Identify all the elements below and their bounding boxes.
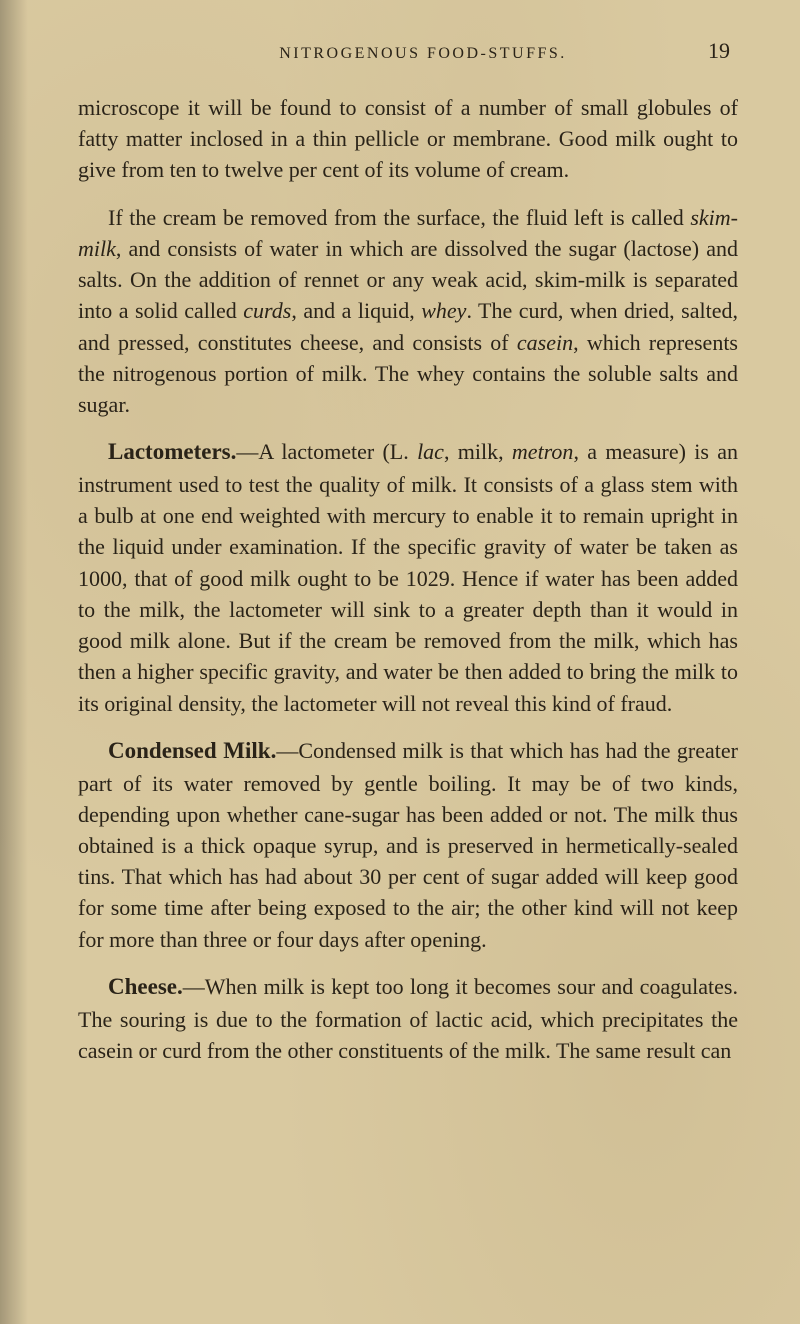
term-whey: whey	[421, 298, 466, 323]
p3-text-b: , milk,	[444, 439, 512, 464]
paragraph-3-lactometers: Lactometers.—A lactometer (L. lac, milk,…	[78, 436, 738, 719]
term-metron: metron	[512, 439, 574, 464]
paragraph-2: If the cream be removed from the surface…	[78, 202, 738, 421]
page-header: NITROGENOUS FOOD-STUFFS. 19	[78, 38, 738, 64]
p2-text-a: If the cream be removed from the surface…	[108, 205, 690, 230]
term-curds: curds	[243, 298, 291, 323]
p2-text-c: , and a liquid,	[291, 298, 421, 323]
term-lac: lac	[417, 439, 444, 464]
heading-cheese: Cheese.	[108, 974, 183, 999]
paragraph-1: microscope it will be found to consist o…	[78, 92, 738, 186]
p3-text-a: —A lactometer (L.	[236, 439, 417, 464]
term-casein: casein	[517, 330, 573, 355]
page-container: NITROGENOUS FOOD-STUFFS. 19 microscope i…	[0, 0, 800, 1122]
heading-lactometers: Lactometers.	[108, 439, 236, 464]
paragraph-5-cheese: Cheese.—When milk is kept too long it be…	[78, 971, 738, 1066]
heading-condensed-milk: Condensed Milk.	[108, 738, 276, 763]
p3-text-c: , a measure) is an instrument used to te…	[78, 439, 738, 715]
p4-text-a: —Condensed milk is that which has had th…	[78, 738, 738, 952]
page-number: 19	[708, 38, 730, 64]
running-head: NITROGENOUS FOOD-STUFFS.	[138, 45, 708, 63]
paragraph-4-condensed-milk: Condensed Milk.—Condensed milk is that w…	[78, 735, 738, 955]
